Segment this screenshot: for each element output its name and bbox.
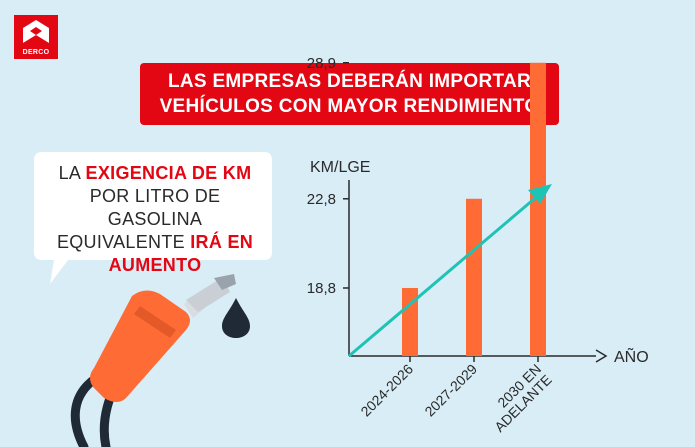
bar-1 [402,287,418,356]
trend-arrow-icon [528,184,552,204]
speech-bubble [34,152,272,284]
bubble-line-3-a: EQUIVALENTE [56,232,191,252]
bubble-highlight-1: EXIGENCIA DE KM [85,163,252,183]
y-axis-label: KM/LGE [310,159,370,176]
x-tick-label: 2024-2026 [357,361,416,420]
logo-mark-icon [23,20,49,43]
bar-3 [530,62,546,356]
bubble-line-4: AUMENTO [108,255,202,275]
bubble-line-2: POR LITRO DE GASOLINA [89,186,221,229]
x-axis-arrow-icon [595,349,608,363]
bar-2 [466,198,482,356]
bubble-line-3: EQUIVALENTE IRÁ EN [46,231,264,254]
bubble-highlight-2: IRÁ EN [190,232,254,252]
x-axis-label: AÑO [614,346,649,366]
x-tick-label: 2027-2029 [421,361,480,420]
bubble-line-1: LA EXIGENCIA DE KM [46,162,264,185]
y-tick-label: 18,8 [307,280,336,297]
trend-arrow-line [348,192,541,358]
fuel-nozzle-icon [70,274,236,447]
x-tick-label: 2030 ENADELANTE [481,361,555,435]
y-tick-label: 28,9 [307,55,336,72]
y-tick-label: 22,8 [307,191,336,208]
headline-line-1: LAS EMPRESAS DEBERÁN IMPORTAR [167,71,532,92]
derco-logo: DERCO [14,15,58,59]
bar-chart: KM/LGE AÑO 18,8 22,8 28,9 2024-2026 2027-20… [307,55,649,435]
headline-line-2: VEHÍCULOS CON MAYOR RENDIMIENTO [159,96,540,117]
headline-banner: LAS EMPRESAS DEBERÁN IMPORTAR VEHÍCULOS … [140,63,559,125]
fuel-drop-icon [222,298,250,338]
bubble-line-1-a: LA [58,163,86,183]
bubble-text: LA EXIGENCIA DE KM POR LITRO DE GASOLINA… [46,162,264,277]
logo-text: DERCO [22,49,50,56]
